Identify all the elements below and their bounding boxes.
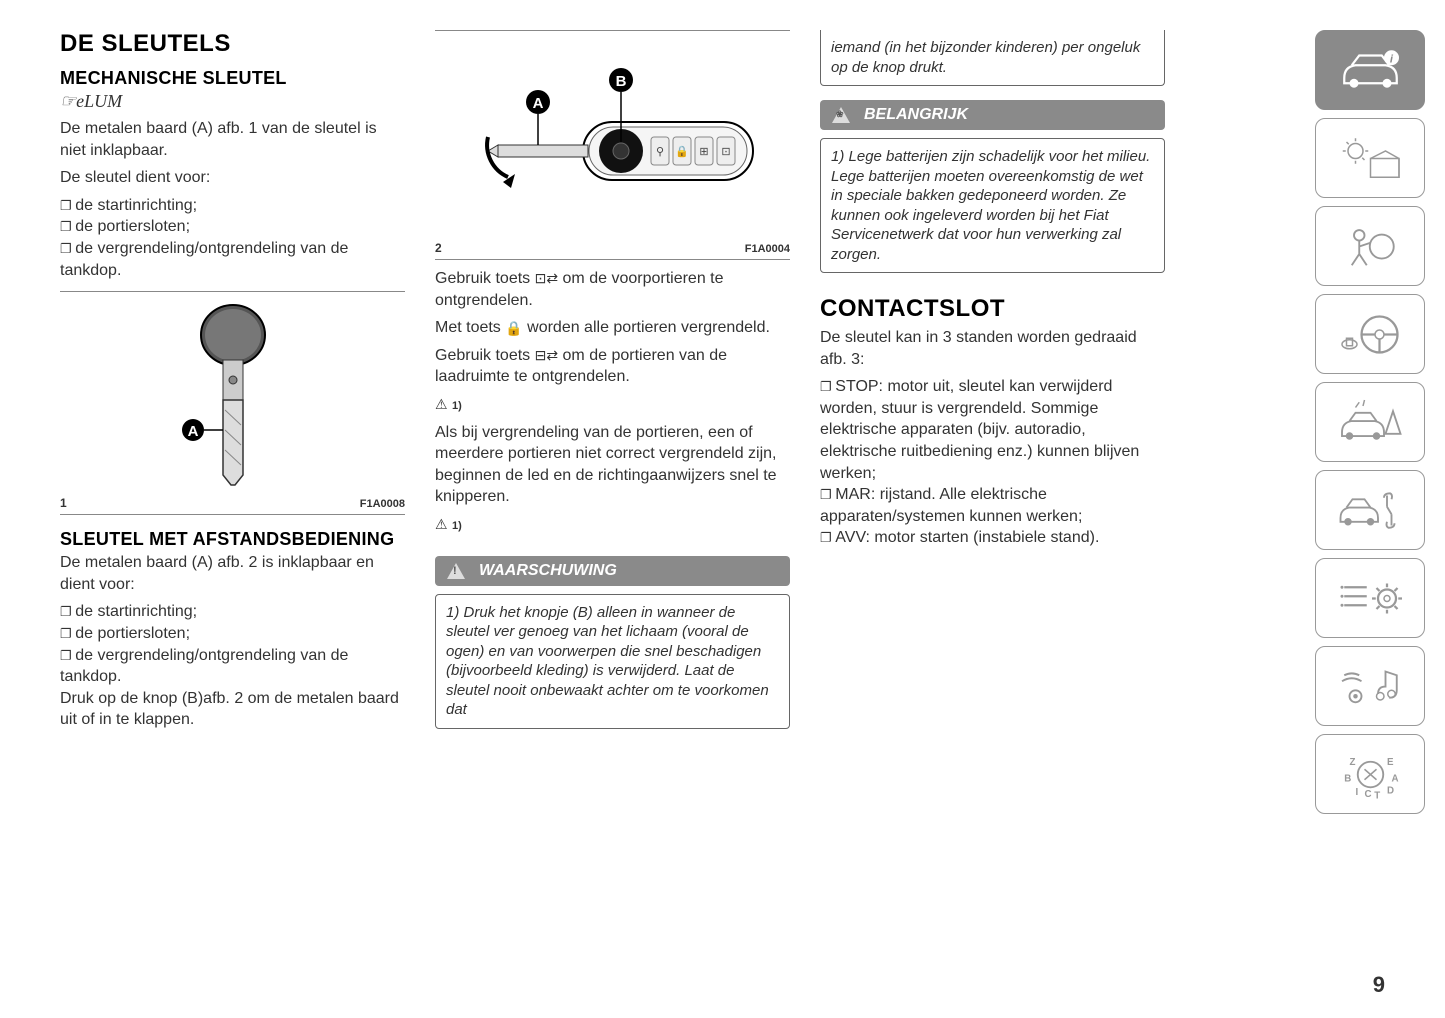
heading-mechanische-sleutel: MECHANISCHE SLEUTEL <box>60 68 405 89</box>
text-para: De metalen baard (A) afb. 2 is inklapbaa… <box>60 552 405 595</box>
ref-number: 1) <box>452 400 462 412</box>
sidebar-tab-lights[interactable] <box>1315 118 1425 198</box>
text-fragment: Met toets <box>435 319 505 336</box>
heading-de-sleutels: DE SLEUTELS <box>60 30 405 58</box>
svg-text:B: B <box>615 73 626 90</box>
heading-contactslot: CONTACTSLOT <box>820 295 1165 323</box>
warning-triangle-icon <box>447 563 465 579</box>
ref-number: 1) <box>452 520 462 532</box>
eco-triangle-icon <box>832 107 850 123</box>
key-remote-illustration: ⚲ 🔒 ⊞ ⊡ A B <box>453 42 773 232</box>
text-fragment: worden alle portieren vergrendeld. <box>523 319 770 336</box>
column-2: ⚲ 🔒 ⊞ ⊡ A B 2 F1A0004 Ge <box>435 30 790 737</box>
warning-header: WAARSCHUWING <box>435 556 790 586</box>
sidebar-tab-vehicle-info[interactable]: i <box>1315 30 1425 110</box>
text-para: Gebruik toets ⊡⇄ om de voorportieren te … <box>435 268 790 311</box>
svg-text:E: E <box>1387 756 1394 767</box>
page-number: 9 <box>1373 972 1385 998</box>
list-item: AVV: motor starten (instabiele stand). <box>820 527 1165 549</box>
text-para: Gebruik toets ⊟⇄ om de portieren van de … <box>435 345 790 388</box>
sidebar-tab-service[interactable] <box>1315 470 1425 550</box>
warning-box-continued: iemand (in het bijzonder kinderen) per o… <box>820 30 1165 86</box>
text-fragment: Gebruik toets <box>435 270 535 287</box>
sidebar-tab-index[interactable]: Z E B A ICTD <box>1315 734 1425 814</box>
svg-text:T: T <box>1374 790 1380 801</box>
bullet-list: de startinrichting; de portiersloten; de… <box>60 601 405 687</box>
important-title: BELANGRIJK <box>864 106 968 124</box>
heading-sleutel-afstand: SLEUTEL MET AFSTANDSBEDIENING <box>60 529 405 550</box>
svg-text:A: A <box>187 423 198 440</box>
figure-1: A 1 F1A0008 <box>60 291 405 515</box>
list-item: de vergrendeling/ontgrendeling van de ta… <box>60 645 405 688</box>
bullet-list: de startinrichting; de portiersloten; de… <box>60 195 405 281</box>
eco-triangle-icon: ⚠ <box>435 515 448 534</box>
warning-triangle-icon: ⚠ <box>435 395 448 414</box>
footnote-ref: ⚠ 1) <box>435 514 790 536</box>
important-header: BELANGRIJK <box>820 100 1165 130</box>
text-para: Met toets 🔒 worden alle portieren vergre… <box>435 317 790 339</box>
sidebar-tab-hazard[interactable] <box>1315 382 1425 462</box>
key-simple-illustration: A <box>163 300 303 490</box>
text-para: Druk op de knop (B)afb. 2 om de metalen … <box>60 688 405 731</box>
figure-number: 1 <box>60 496 67 510</box>
sidebar-tab-airbag[interactable] <box>1315 206 1425 286</box>
text-para: Als bij vergrendeling van de portieren, … <box>435 422 790 508</box>
text-para: De sleutel kan in 3 standen worden gedra… <box>820 327 1165 370</box>
svg-text:B: B <box>1344 773 1351 784</box>
column-1: DE SLEUTELS MECHANISCHE SLEUTEL ☞eLUM De… <box>60 30 405 737</box>
text-para: De metalen baard (A) afb. 1 van de sleut… <box>60 118 405 161</box>
warning-title: WAARSCHUWING <box>479 562 617 580</box>
svg-text:D: D <box>1387 785 1394 796</box>
sidebar-tab-settings[interactable] <box>1315 558 1425 638</box>
svg-text:A: A <box>1391 773 1398 784</box>
svg-text:A: A <box>532 95 543 112</box>
text-para: De sleutel dient voor: <box>60 167 405 189</box>
column-3: iemand (in het bijzonder kinderen) per o… <box>820 30 1165 737</box>
footnote-ref: ⚠ 1) <box>435 394 790 416</box>
list-item: de vergrendeling/ontgrendeling van de ta… <box>60 238 405 281</box>
list-item: MAR: rijstand. Alle elektrische apparate… <box>820 484 1165 527</box>
svg-text:⚲: ⚲ <box>655 146 663 158</box>
important-box: 1) Lege batterijen zijn schadelijk voor … <box>820 138 1165 273</box>
figure-2: ⚲ 🔒 ⊞ ⊡ A B 2 F1A0004 <box>435 30 790 260</box>
important-body: 1) Lege batterijen zijn schadelijk voor … <box>831 148 1150 263</box>
elum-icon: ☞eLUM <box>60 91 405 112</box>
svg-text:Z: Z <box>1349 756 1355 767</box>
sidebar-tab-steering[interactable] <box>1315 294 1425 374</box>
warning-box: 1) Druk het knopje (B) alleen in wanneer… <box>435 594 790 729</box>
svg-text:⊞: ⊞ <box>699 146 708 158</box>
sidebar-tab-media[interactable] <box>1315 646 1425 726</box>
sidebar-nav: i Z E B A ICTD <box>1315 30 1425 814</box>
svg-text:C: C <box>1364 789 1371 800</box>
list-item: de startinrichting; <box>60 601 405 623</box>
bullet-list: STOP: motor uit, sleutel kan verwijderd … <box>820 376 1165 549</box>
svg-text:🔒: 🔒 <box>675 145 689 158</box>
list-item: de portiersloten; <box>60 216 405 238</box>
warning-body: 1) Druk het knopje (B) alleen in wanneer… <box>446 604 769 719</box>
unlock-cargo-icon: ⊟⇄ <box>535 346 558 365</box>
lock-icon: 🔒 <box>505 319 522 338</box>
list-item: de portiersloten; <box>60 623 405 645</box>
page-content: DE SLEUTELS MECHANISCHE SLEUTEL ☞eLUM De… <box>60 30 1425 737</box>
figure-number: 2 <box>435 241 442 255</box>
svg-text:⊡: ⊡ <box>721 146 730 158</box>
warning-continued: iemand (in het bijzonder kinderen) per o… <box>831 39 1140 76</box>
figure-code: F1A0004 <box>745 243 790 255</box>
unlock-front-icon: ⊡⇄ <box>535 269 558 288</box>
figure-code: F1A0008 <box>360 498 405 510</box>
svg-text:I: I <box>1355 786 1358 797</box>
list-item: de startinrichting; <box>60 195 405 217</box>
list-item: STOP: motor uit, sleutel kan verwijderd … <box>820 376 1165 484</box>
text-fragment: Gebruik toets <box>435 347 535 364</box>
